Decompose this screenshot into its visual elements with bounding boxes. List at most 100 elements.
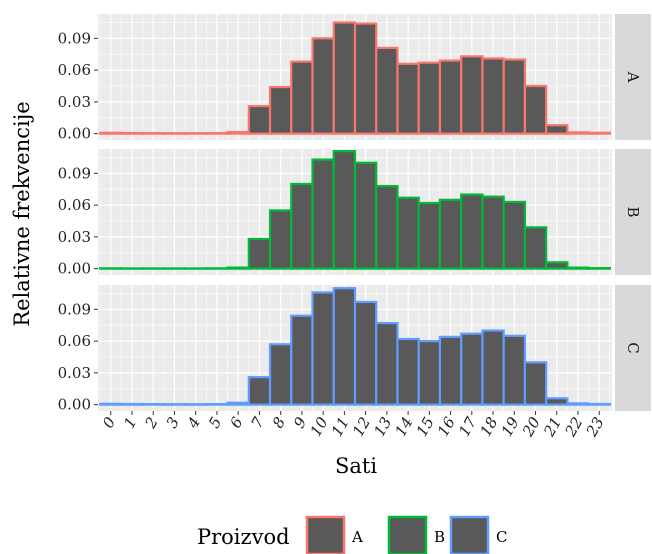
bar-C-5 <box>205 403 229 406</box>
y-tick-label: 0.03 <box>58 93 91 111</box>
bar-A-5 <box>205 132 229 135</box>
y-tick-label: 0.00 <box>58 260 91 278</box>
bar-A-8 <box>268 85 293 135</box>
bar-C-6 <box>226 401 250 406</box>
facet-strip-label: B <box>624 206 642 217</box>
x-tick-label: 22 <box>561 414 587 440</box>
x-tick-label: 0 <box>99 414 120 432</box>
x-tick-label: 14 <box>391 414 416 440</box>
panel-A: 0.00 0.03 0.06 0.09 A <box>58 14 651 143</box>
x-tick-label: 3 <box>163 414 183 431</box>
x-tick-label: 2 <box>141 414 162 432</box>
legend-label-B: B <box>434 528 445 546</box>
bar-A-23 <box>587 131 611 135</box>
bar-C-21 <box>545 397 569 406</box>
panel-B: 0.00 0.03 0.06 0.09 B <box>58 149 651 278</box>
bar-B-17 <box>460 193 484 270</box>
y-tick-label: 0.09 <box>58 164 91 182</box>
bar-A-18 <box>481 57 505 135</box>
bar-C-2 <box>141 403 165 406</box>
bar-C-23 <box>587 402 611 406</box>
legend-label-A: A <box>351 528 363 546</box>
bar-B-18 <box>481 195 505 270</box>
bar-B-19 <box>502 200 527 270</box>
facet-strip <box>615 14 651 140</box>
bar-C-17 <box>460 332 484 406</box>
bar-C-10 <box>311 291 335 406</box>
x-tick-label: 7 <box>248 414 269 432</box>
facet-strip <box>615 285 651 411</box>
x-tick-label: 18 <box>476 414 501 440</box>
bar-A-7 <box>247 105 272 135</box>
y-tick-label: 0.09 <box>58 29 91 47</box>
bar-B-23 <box>587 267 611 270</box>
x-tick-label: 6 <box>226 414 247 432</box>
bar-B-11 <box>332 150 357 270</box>
bar-B-14 <box>396 196 420 270</box>
bar-A-21 <box>545 124 569 135</box>
bar-B-22 <box>566 266 590 270</box>
bar-C-7 <box>247 376 272 406</box>
x-tick-label: 13 <box>370 414 395 440</box>
x-tick-label: 4 <box>183 414 204 432</box>
bar-B-6 <box>226 266 250 270</box>
bar-C-1 <box>120 402 144 406</box>
bar-B-12 <box>353 161 378 270</box>
x-tick-label: 23 <box>582 414 608 440</box>
bar-A-13 <box>375 46 399 135</box>
y-tick-label: 0.06 <box>58 196 91 214</box>
bar-A-14 <box>396 62 420 135</box>
bar-A-9 <box>290 60 314 135</box>
bar-C-12 <box>353 300 378 406</box>
bar-C-18 <box>481 329 505 406</box>
facet-strip <box>615 149 651 275</box>
x-tick-label: 8 <box>269 414 289 431</box>
x-tick-label: 5 <box>205 414 225 431</box>
bar-C-11 <box>332 287 357 406</box>
legend-key-B <box>387 515 428 554</box>
x-tick-label: 10 <box>306 414 331 440</box>
x-tick-label: 21 <box>540 414 566 440</box>
x-tick-label: 1 <box>120 414 140 431</box>
facet-strip-label: A <box>624 71 642 83</box>
bar-A-6 <box>226 130 250 135</box>
x-tick-label: 17 <box>455 414 480 440</box>
bar-C-15 <box>417 340 442 406</box>
bar-A-19 <box>502 58 527 135</box>
bar-A-20 <box>523 84 548 135</box>
legend-key-C <box>449 515 490 554</box>
x-tick-label: 20 <box>518 414 544 441</box>
bar-B-21 <box>545 261 569 270</box>
bar-A-22 <box>566 131 590 135</box>
panels: 0.000.030.060.09A0.000.030.060.09B0.000.… <box>58 14 651 414</box>
bar-C-8 <box>268 343 293 406</box>
y-tick-label: 0.06 <box>58 61 91 79</box>
bar-C-22 <box>566 402 590 406</box>
bar-A-10 <box>311 37 335 135</box>
bar-A-0 <box>99 131 123 135</box>
y-tick-label: 0.00 <box>58 125 91 143</box>
legend: Proizvod A B C <box>197 515 507 554</box>
bar-A-12 <box>353 22 378 135</box>
x-axis-title: Sati <box>335 454 377 478</box>
bar-C-16 <box>438 335 463 406</box>
y-tick-label: 0.09 <box>58 300 91 318</box>
legend-title: Proizvod <box>197 525 290 549</box>
y-tick-label: 0.00 <box>58 396 91 414</box>
panel-C: 0.00 0.03 0.06 0.09 C <box>58 285 651 414</box>
legend-key-A <box>305 515 346 554</box>
bar-B-8 <box>268 209 293 270</box>
bar-C-9 <box>290 314 314 406</box>
bar-C-19 <box>502 334 527 406</box>
bar-A-16 <box>438 59 463 135</box>
bar-C-13 <box>375 322 399 406</box>
bar-A-1 <box>120 131 144 135</box>
legend-label-C: C <box>496 528 507 546</box>
x-tick-label: 15 <box>413 414 438 440</box>
facet-strip-label: C <box>624 342 642 353</box>
y-tick-label: 0.03 <box>58 228 91 246</box>
bar-B-13 <box>375 184 399 270</box>
bar-B-7 <box>247 237 272 270</box>
